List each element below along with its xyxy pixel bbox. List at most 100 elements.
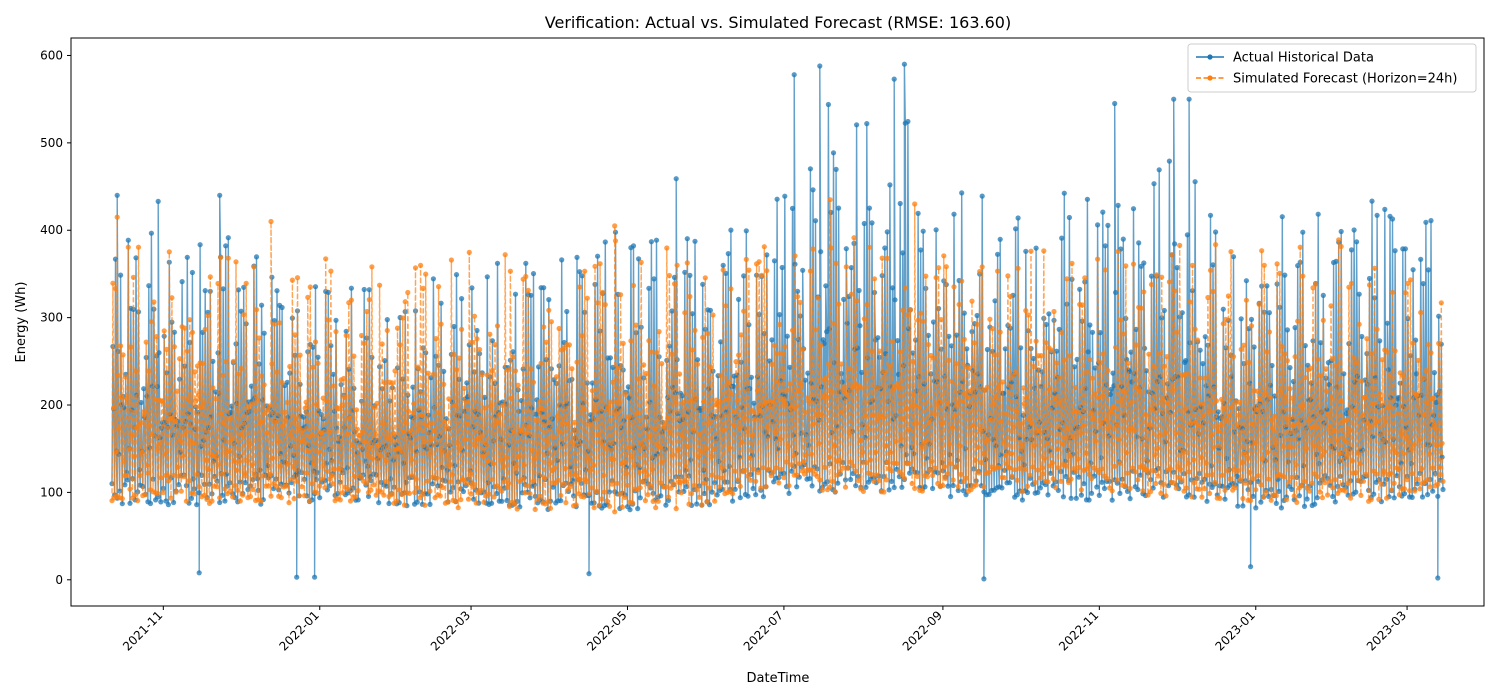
data-point	[1079, 302, 1085, 308]
data-point	[1387, 372, 1393, 378]
data-point	[405, 289, 411, 296]
data-point	[1007, 293, 1014, 300]
data-point	[1100, 209, 1106, 215]
data-point	[1190, 457, 1196, 463]
data-point	[1354, 239, 1360, 245]
chart-title: Verification: Actual vs. Simulated Forec…	[545, 13, 1011, 32]
data-point	[1439, 440, 1445, 446]
data-point	[265, 483, 272, 489]
data-point	[602, 302, 608, 308]
data-point	[180, 453, 186, 459]
data-point	[447, 461, 453, 468]
data-point	[1313, 281, 1319, 287]
data-point	[1009, 473, 1015, 479]
data-point	[746, 267, 752, 273]
data-point	[774, 350, 780, 356]
data-point	[329, 473, 335, 479]
data-point	[924, 474, 931, 480]
data-point	[736, 352, 742, 358]
data-point	[810, 187, 816, 193]
data-point	[836, 457, 843, 463]
data-point	[1200, 361, 1206, 367]
data-point	[1099, 466, 1105, 472]
data-point	[833, 260, 839, 266]
data-point	[798, 381, 804, 388]
data-point	[953, 464, 959, 470]
data-point	[541, 324, 547, 330]
data-point	[543, 339, 549, 345]
data-point	[652, 426, 658, 432]
data-point	[1423, 368, 1429, 374]
data-point	[538, 360, 544, 366]
data-point	[633, 322, 639, 328]
data-point	[472, 441, 478, 448]
data-point	[770, 399, 776, 405]
data-point	[756, 259, 762, 265]
data-point	[316, 449, 322, 455]
data-point	[854, 298, 860, 304]
data-point	[147, 500, 154, 507]
data-point	[930, 472, 936, 479]
data-point	[1290, 423, 1296, 429]
data-point	[433, 336, 439, 342]
data-point	[459, 296, 465, 302]
data-point	[223, 243, 229, 249]
data-point	[300, 428, 306, 434]
data-point	[933, 275, 939, 281]
data-point	[376, 500, 382, 506]
data-point	[901, 416, 907, 422]
data-point	[1015, 265, 1021, 271]
data-point	[1356, 291, 1362, 297]
data-point	[873, 472, 879, 478]
data-point	[718, 465, 725, 471]
data-point	[461, 385, 467, 391]
data-point	[562, 465, 568, 471]
data-point	[1379, 357, 1385, 363]
data-point	[870, 412, 876, 418]
data-point	[787, 381, 793, 387]
data-point	[979, 264, 985, 270]
data-point	[312, 284, 319, 290]
data-point	[839, 409, 845, 415]
data-point	[1086, 471, 1092, 477]
data-point	[487, 331, 493, 337]
data-point	[850, 463, 856, 469]
data-point	[1300, 229, 1306, 235]
data-point	[848, 476, 854, 483]
data-point	[718, 372, 724, 378]
data-point	[1219, 396, 1225, 402]
data-point	[530, 479, 536, 485]
data-point	[1257, 396, 1263, 402]
data-point	[936, 398, 943, 404]
data-point	[267, 471, 273, 477]
data-point	[171, 344, 177, 350]
data-point	[571, 419, 578, 425]
data-point	[1038, 353, 1044, 359]
data-point	[574, 254, 580, 260]
data-point	[148, 319, 154, 325]
data-point	[422, 502, 428, 508]
data-point	[1250, 476, 1256, 482]
data-point	[995, 268, 1001, 274]
data-point	[601, 489, 608, 495]
data-point	[1236, 399, 1243, 405]
data-point	[1331, 428, 1337, 434]
y-tick-label: 200	[40, 398, 63, 412]
data-point	[603, 445, 609, 451]
data-point	[1304, 496, 1310, 502]
data-point	[1440, 486, 1446, 493]
data-point	[864, 302, 870, 308]
data-point	[484, 372, 490, 378]
data-point	[191, 491, 197, 497]
data-point	[1301, 403, 1307, 409]
data-point	[913, 421, 920, 427]
data-point	[830, 150, 837, 156]
data-point	[611, 456, 617, 462]
data-point	[1428, 350, 1434, 356]
data-point	[443, 423, 449, 429]
data-point	[763, 484, 769, 490]
data-point	[1208, 433, 1214, 439]
data-point	[1401, 486, 1408, 492]
data-point	[618, 292, 624, 298]
